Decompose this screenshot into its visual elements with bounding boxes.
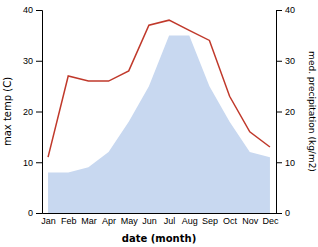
y-tick-mark — [36, 213, 42, 214]
x-tick-label: Sep — [202, 216, 218, 226]
y-tick-label: 30 — [23, 56, 33, 66]
x-tick: Oct — [223, 213, 238, 226]
y-tick: 30 — [23, 56, 42, 66]
chart-svg: Jan Feb Mar Apr MayJun Jul Aug Sep Oct NovDec 0 10 2… — [0, 0, 318, 247]
x-tick-label: Mar — [81, 216, 97, 226]
x-tick-label: Dec — [262, 216, 279, 226]
x-tick: Nov — [242, 213, 259, 226]
y-tick-label: 20 — [23, 107, 33, 117]
chart-container: Jan Feb Mar Apr MayJun Jul Aug Sep Oct NovDec 0 10 2… — [0, 0, 318, 247]
y2-tick-mark — [276, 162, 282, 163]
y2-axis: 0 10 20 30 40 — [276, 5, 295, 218]
x-tick-label: Jul — [164, 216, 176, 226]
y2-tick-label: 30 — [285, 56, 295, 66]
x-tick-label: Jun — [142, 216, 157, 226]
x-tick: Jun — [142, 213, 157, 226]
x-tick: Jul — [164, 213, 176, 226]
x-axis-title: date (month) — [122, 233, 196, 244]
y-axis-title: max temp (C) — [2, 77, 13, 146]
y-axis-line — [36, 11, 43, 214]
y2-tick-mark — [276, 10, 282, 11]
x-tick-label: Oct — [223, 216, 238, 226]
y2-tick-mark — [276, 213, 282, 214]
y2-tick-label: 0 — [285, 208, 290, 218]
y2-tick: 40 — [276, 5, 295, 15]
x-tick: Dec — [262, 213, 279, 226]
y-axis: 0 10 20 30 40 — [23, 5, 43, 218]
x-tick: Apr — [102, 213, 116, 226]
x-tick: Aug — [182, 213, 198, 226]
x-tick: Sep — [202, 213, 218, 226]
x-tick-label: Nov — [242, 216, 259, 226]
plot: Jan Feb Mar Apr MayJun Jul Aug Sep Oct NovDec 0 10 2… — [23, 5, 295, 226]
x-tick-label: May — [121, 216, 139, 226]
x-tick: Jan — [41, 213, 56, 226]
y2-tick-mark — [276, 112, 282, 113]
y-tick: 0 — [28, 208, 42, 218]
y2-axis-line — [277, 11, 283, 214]
y2-tick: 30 — [276, 56, 295, 66]
x-tick-label: Feb — [61, 216, 77, 226]
y-tick-mark — [36, 61, 42, 62]
y-tick: 40 — [23, 5, 42, 15]
y-tick-label: 40 — [23, 5, 33, 15]
y2-tick-mark — [276, 61, 282, 62]
y2-tick-label: 20 — [285, 107, 295, 117]
y-tick-mark — [36, 162, 42, 163]
y-tick-mark — [36, 112, 42, 113]
x-tick-label: Jan — [41, 216, 56, 226]
x-tick: Mar — [81, 213, 97, 226]
y2-tick-label: 10 — [285, 158, 295, 168]
y2-tick: 0 — [276, 208, 290, 218]
y-tick-label: 10 — [23, 158, 33, 168]
y2-tick: 20 — [276, 107, 295, 117]
y2-axis-title: med. precipitation (kg/m2) — [307, 51, 317, 172]
y-tick-label: 0 — [28, 208, 33, 218]
y2-tick: 10 — [276, 158, 295, 168]
x-tick: May — [121, 213, 139, 226]
x-tick-label: Apr — [102, 216, 116, 226]
precipitation-area — [48, 35, 270, 213]
x-axis: Jan Feb Mar Apr MayJun Jul Aug Sep Oct NovDec — [41, 213, 279, 226]
temperature-line — [48, 20, 270, 157]
y-tick: 10 — [23, 158, 42, 168]
x-tick: Feb — [61, 213, 77, 226]
y-tick-mark — [36, 10, 42, 11]
marks — [48, 20, 270, 213]
x-tick-label: Aug — [182, 216, 198, 226]
y-tick: 20 — [23, 107, 42, 117]
y2-tick-label: 40 — [285, 5, 295, 15]
x-axis-line — [43, 213, 277, 214]
